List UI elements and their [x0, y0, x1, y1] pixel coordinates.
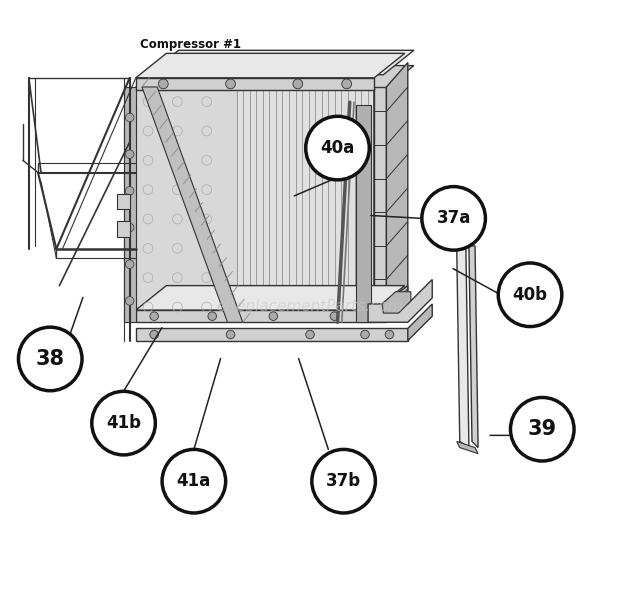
- Circle shape: [92, 391, 156, 455]
- Circle shape: [306, 116, 370, 180]
- Polygon shape: [374, 286, 408, 322]
- Circle shape: [312, 449, 375, 513]
- Circle shape: [510, 397, 574, 461]
- Circle shape: [159, 79, 168, 89]
- Polygon shape: [386, 63, 408, 322]
- Polygon shape: [136, 286, 405, 310]
- Circle shape: [269, 312, 278, 321]
- Polygon shape: [117, 222, 130, 237]
- Polygon shape: [368, 279, 432, 322]
- Polygon shape: [148, 66, 414, 90]
- Polygon shape: [382, 292, 411, 313]
- Circle shape: [125, 223, 134, 232]
- Polygon shape: [457, 441, 478, 454]
- Circle shape: [125, 113, 134, 122]
- Text: 37a: 37a: [436, 209, 471, 227]
- Circle shape: [498, 263, 562, 327]
- Circle shape: [226, 330, 235, 339]
- Circle shape: [342, 79, 352, 89]
- Text: 38: 38: [36, 349, 64, 369]
- Polygon shape: [457, 246, 469, 448]
- Polygon shape: [123, 87, 136, 322]
- Circle shape: [293, 79, 303, 89]
- Circle shape: [306, 330, 314, 339]
- Circle shape: [330, 312, 339, 321]
- Polygon shape: [142, 87, 243, 322]
- Polygon shape: [136, 328, 408, 341]
- Circle shape: [226, 79, 236, 89]
- Circle shape: [385, 330, 394, 339]
- Text: 41a: 41a: [177, 472, 211, 490]
- Polygon shape: [469, 246, 478, 448]
- Polygon shape: [408, 304, 432, 341]
- Circle shape: [125, 187, 134, 195]
- Polygon shape: [356, 105, 371, 322]
- Text: 40b: 40b: [513, 286, 547, 304]
- Circle shape: [150, 330, 159, 339]
- Text: 37b: 37b: [326, 472, 361, 490]
- Text: 39: 39: [528, 419, 557, 439]
- Text: 40a: 40a: [321, 139, 355, 157]
- Polygon shape: [136, 87, 237, 322]
- Text: Compressor #1: Compressor #1: [140, 37, 241, 51]
- Circle shape: [208, 312, 216, 321]
- Polygon shape: [136, 87, 374, 322]
- Circle shape: [125, 150, 134, 158]
- Text: 41b: 41b: [106, 414, 141, 432]
- Circle shape: [422, 187, 485, 250]
- Circle shape: [162, 449, 226, 513]
- Circle shape: [361, 330, 370, 339]
- Polygon shape: [148, 50, 414, 75]
- Polygon shape: [136, 78, 374, 90]
- Circle shape: [150, 312, 159, 321]
- Polygon shape: [136, 53, 405, 78]
- Polygon shape: [117, 194, 130, 209]
- Circle shape: [19, 327, 82, 391]
- Circle shape: [125, 297, 134, 305]
- Circle shape: [125, 260, 134, 268]
- Polygon shape: [374, 87, 386, 322]
- Text: eReplacementParts.com: eReplacementParts.com: [216, 300, 404, 314]
- Polygon shape: [136, 310, 374, 322]
